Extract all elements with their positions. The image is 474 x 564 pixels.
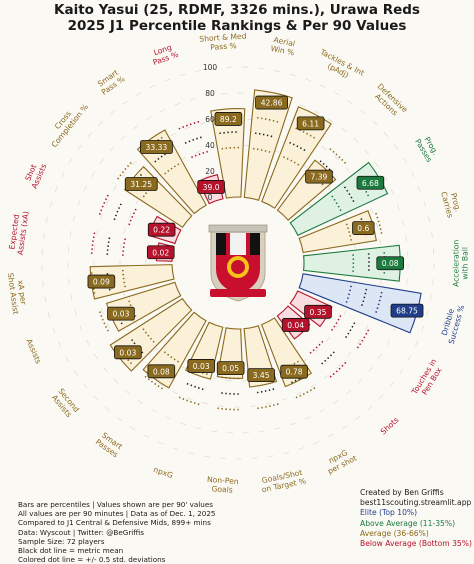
metric-label-8: Shots [379, 415, 401, 436]
value-label-21: 39.0 [203, 183, 220, 192]
footer-note-2: All values are per 90 minutes | Data as … [18, 509, 216, 518]
mean-dot-line-7-2 [357, 330, 369, 349]
value-label-22: 89.2 [220, 115, 237, 124]
radial-tick-label-0: 0 [208, 193, 213, 202]
value-label-1: 6.11 [302, 119, 319, 128]
mean-dot-line-15-2 [99, 311, 108, 331]
value-label-7: 0.35 [310, 308, 327, 317]
value-label-20: 33.33 [146, 143, 168, 152]
metric-label-15: Assists [24, 338, 43, 366]
credit-text: Created by Ben Griffis [360, 488, 472, 498]
mean-dot-line-11-2 [217, 408, 239, 410]
value-label-16: 0.09 [93, 278, 110, 287]
legend-elite: Elite (Top 10%) [360, 508, 472, 518]
metric-label-3: Prog.Passes [413, 133, 442, 164]
value-label-2: 7.39 [310, 173, 327, 182]
mean-dot-line-17-1 [123, 239, 125, 256]
mean-dot-line-18-1 [129, 209, 136, 225]
metric-label-1: Tackles & Int(pAdj) [314, 47, 366, 86]
radial-tick-label-2: 40 [205, 141, 215, 150]
site-text: best11scouting.streamlit.app [360, 498, 472, 508]
value-label-11: 0.05 [222, 364, 239, 373]
footer-note-4: Data: Wyscout | Twitter: @BeGriffis [18, 528, 216, 537]
mean-dot-line-8-2 [330, 362, 346, 377]
radial-tick-label-4: 80 [205, 89, 215, 98]
mean-dot-line-9-2 [295, 388, 315, 398]
value-label-17: 0.02 [152, 248, 169, 257]
value-label-10: 3.45 [253, 371, 270, 380]
footer-legend: Created by Ben Griffis best11scouting.st… [360, 488, 472, 549]
mean-dot-line-19-2 [118, 162, 132, 179]
mean-dot-line-18-0 [114, 202, 122, 220]
mean-dot-line-17-0 [107, 235, 110, 255]
value-label-5: 0.08 [382, 259, 399, 268]
value-label-13: 0.08 [153, 367, 170, 376]
mean-dot-line-18-2 [100, 194, 109, 214]
value-label-14: 0.03 [119, 348, 136, 357]
value-label-18: 0.22 [153, 226, 170, 235]
radial-tick-label-5: 100 [203, 63, 218, 72]
mean-dot-line-10-0 [255, 389, 274, 393]
mean-dot-line-8-0 [320, 352, 334, 365]
value-label-4: 0.6 [357, 224, 369, 233]
mean-dot-line-2-2 [330, 149, 346, 164]
radial-tick-label-1: 20 [205, 167, 215, 176]
value-label-9: 0.78 [286, 368, 303, 377]
metric-label-line: Shots [379, 415, 401, 436]
value-label-6: 68.75 [396, 307, 418, 316]
value-label-3: 6.68 [362, 179, 379, 188]
legend-average: Average (36-66%) [360, 529, 472, 539]
mean-dot-line-11-0 [219, 393, 239, 394]
value-label-15: 0.03 [113, 310, 130, 319]
metric-label-line: with Ball [460, 247, 469, 280]
legend-above-average: Above Average (11-35%) [360, 519, 472, 529]
metric-label-line: Goals [211, 484, 233, 494]
footer-note-6: Black dot line = metric mean [18, 546, 216, 555]
metric-label-4: Prog.Carries [439, 188, 464, 219]
footer-notes: Bars are percentiles | Values shown are … [18, 500, 216, 564]
metric-label-line: Assists [24, 338, 43, 366]
footer-note-1: Bars are percentiles | Values shown are … [18, 500, 216, 509]
metric-label-line: Shot Assist [6, 272, 21, 315]
footer-note-5: Sample Size: 72 players [18, 537, 216, 546]
radial-tick-label-3: 60 [205, 115, 215, 124]
mean-dot-line-21-1 [191, 152, 207, 158]
value-label-8: 0.04 [287, 321, 304, 330]
mean-dot-line-21-0 [185, 137, 204, 144]
metric-label-line: Acceleration [451, 240, 460, 287]
legend-below-average: Below Average (Bottom 35%) [360, 539, 472, 549]
metric-label-12: npxG [152, 465, 174, 480]
mean-dot-line-10-2 [257, 404, 279, 408]
club-crest-logo [209, 225, 267, 301]
metric-label-line: npxG [152, 465, 174, 480]
mean-dot-line-12-0 [185, 383, 204, 390]
mean-dot-line-7-0 [344, 323, 354, 340]
footer-note-3: Compared to J1 Central & Defensive Mids,… [18, 518, 216, 527]
metric-label-line: Pass % [210, 41, 237, 52]
value-label-0: 42.86 [261, 99, 283, 108]
value-label-19: 31.25 [130, 180, 152, 189]
value-label-12: 0.03 [193, 362, 210, 371]
